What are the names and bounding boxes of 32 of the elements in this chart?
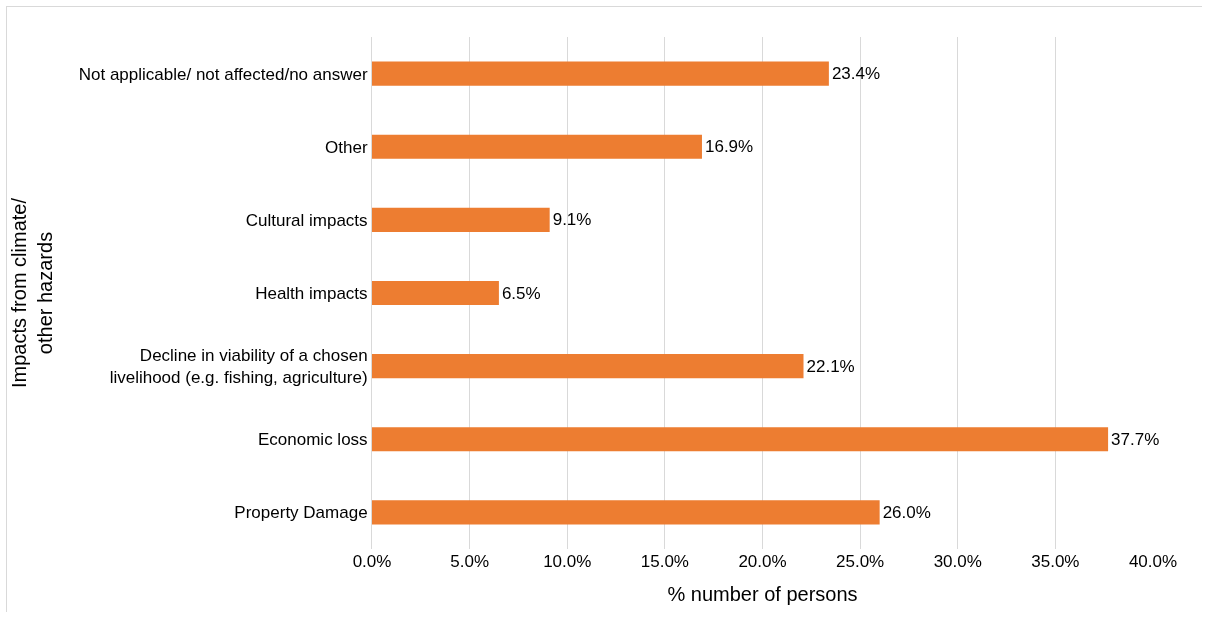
- y-tick-label: Decline in viability of a chosen livelihood (e.g. fishing, agriculture): [109, 346, 368, 388]
- y-tick-label: Cultural impacts: [245, 210, 368, 230]
- bar: [372, 134, 702, 159]
- bar: [372, 61, 829, 86]
- x-tick-label: 10.0%: [543, 552, 592, 571]
- data-label: 22.1%: [806, 356, 855, 376]
- y-tick-label: Health impacts: [255, 283, 368, 303]
- x-tick-label: 25.0%: [836, 552, 885, 571]
- y-tick-label: Not applicable/ not affected/no answer: [78, 64, 368, 84]
- x-tick-label: 40.0%: [1128, 552, 1178, 571]
- data-label: 23.4%: [831, 64, 881, 84]
- bar: [372, 280, 499, 306]
- x-tick-label: 0.0%: [352, 552, 392, 571]
- data-label: 6.5%: [501, 283, 541, 303]
- x-axis-title: % number of persons: [667, 582, 858, 605]
- x-tick-label: 15.0%: [640, 552, 689, 571]
- y-tick-label: Other: [325, 137, 368, 157]
- x-tick-label: 35.0%: [1031, 552, 1080, 571]
- data-label: 26.0%: [882, 502, 931, 522]
- x-tick-label: 5.0%: [450, 552, 490, 571]
- bar: [372, 354, 804, 379]
- data-label: 9.1%: [552, 210, 592, 230]
- bar: [372, 500, 880, 525]
- bar: [372, 207, 550, 232]
- x-tick-label: 20.0%: [738, 552, 787, 571]
- y-axis-title: Impacts from climate/ other hazards: [8, 197, 57, 389]
- data-label: 37.7%: [1111, 429, 1160, 449]
- y-tick-label: Economic loss: [257, 430, 368, 450]
- y-tick-label: Property Damage: [234, 503, 368, 523]
- data-label: 16.9%: [704, 137, 754, 157]
- bar: [372, 427, 1109, 452]
- x-tick-label: 30.0%: [933, 552, 982, 571]
